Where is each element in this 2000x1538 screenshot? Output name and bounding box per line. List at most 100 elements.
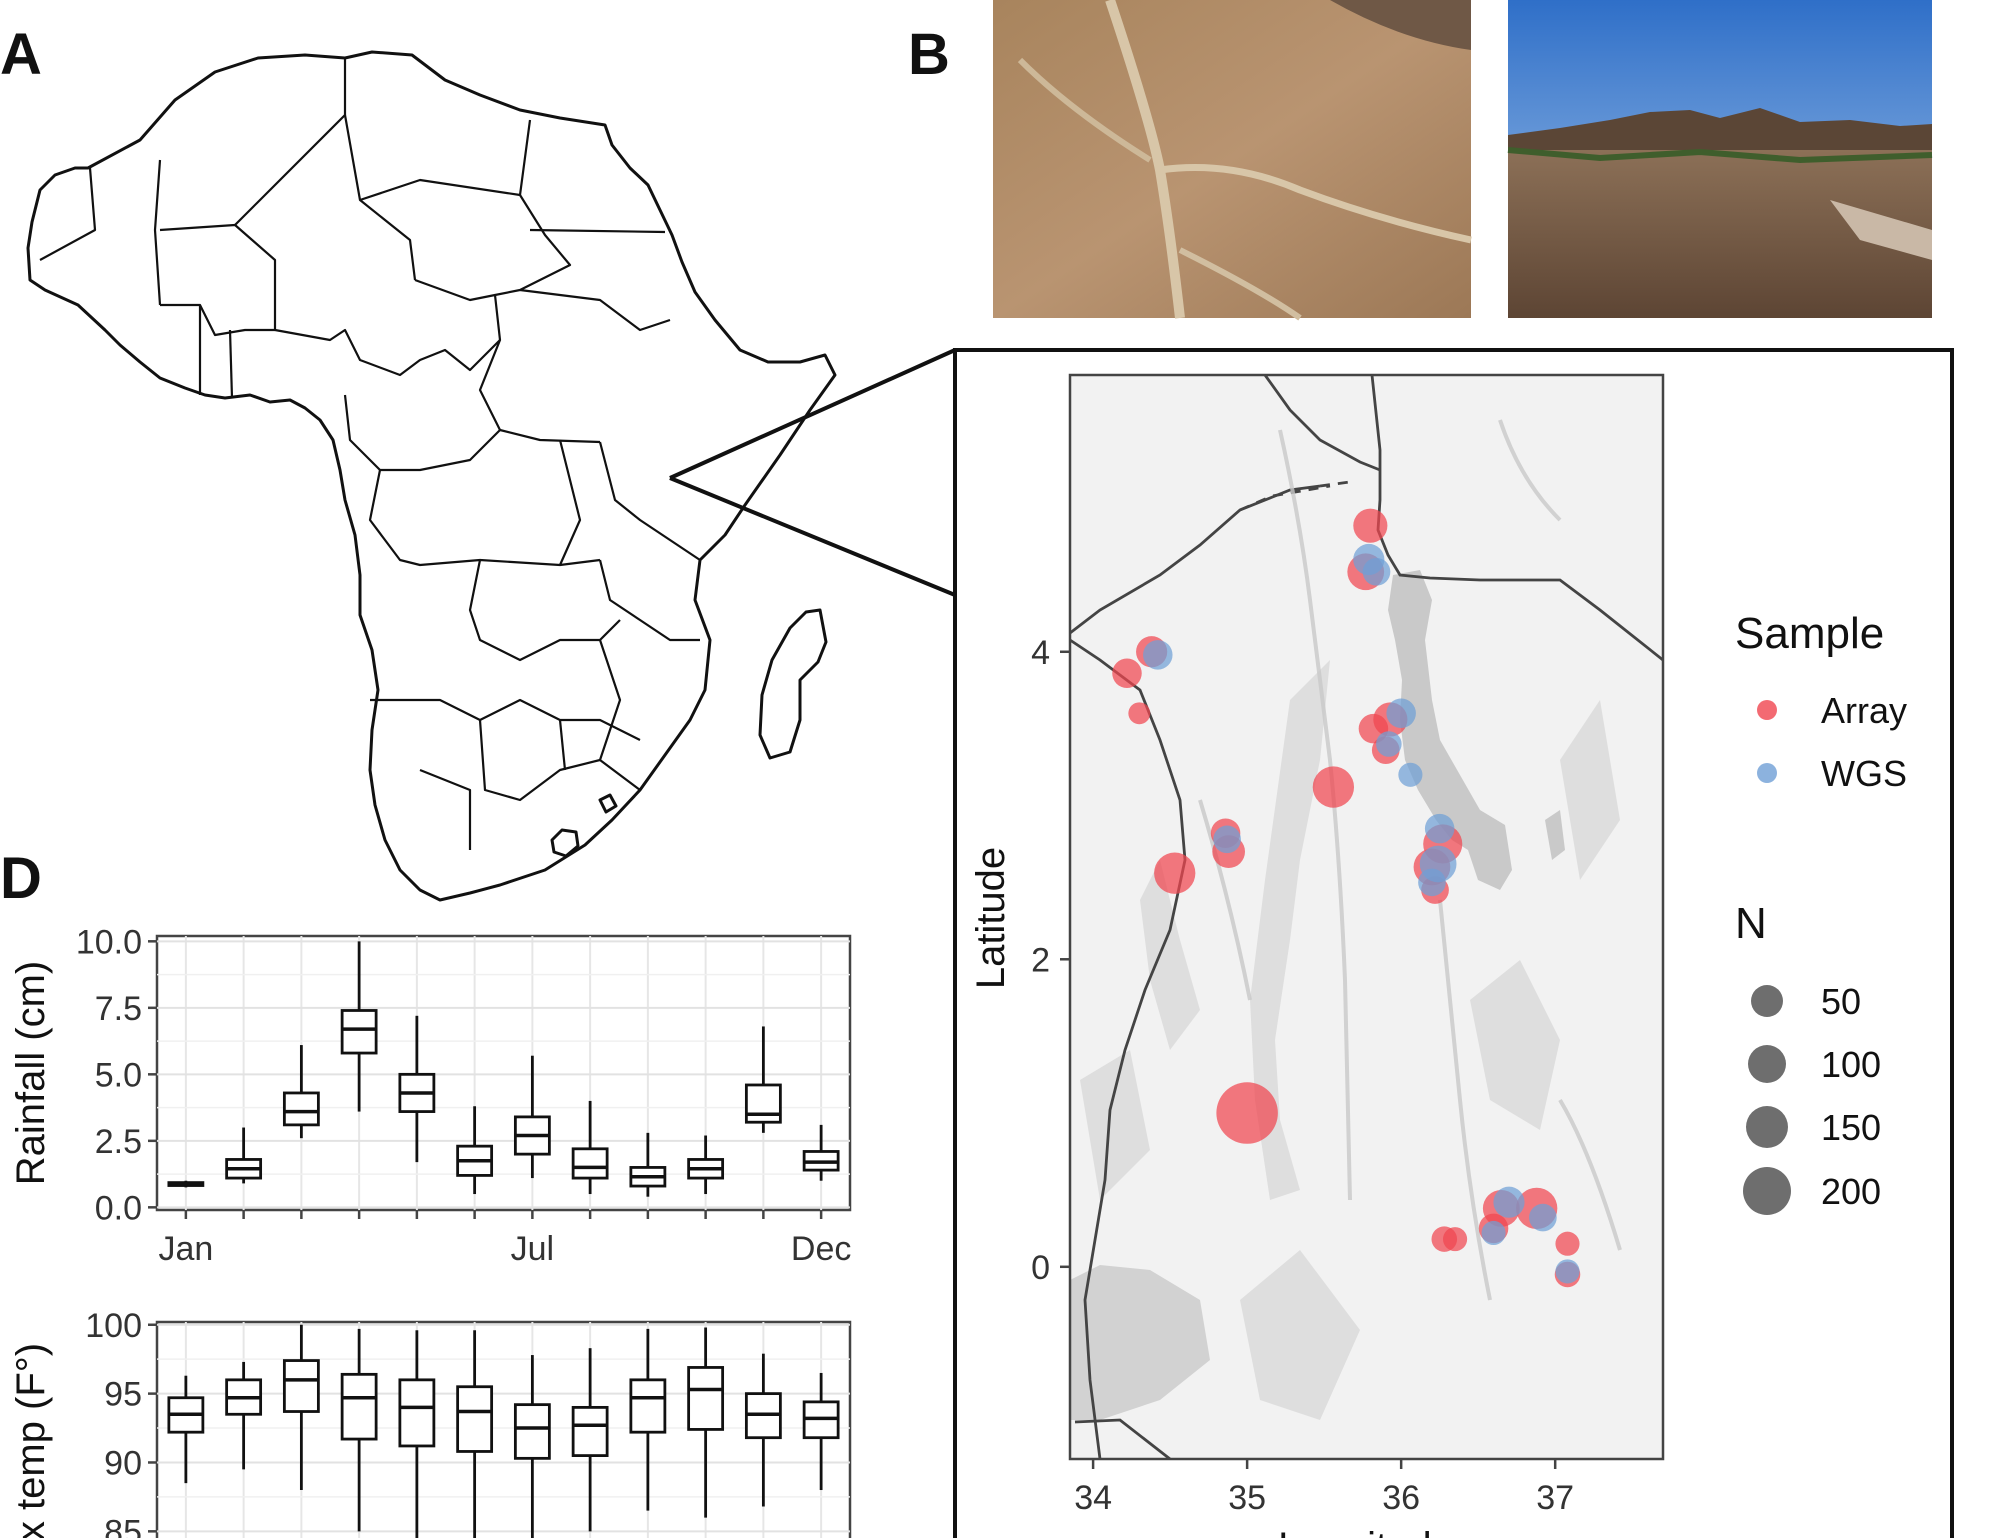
- wgs-sample-point-6: [1398, 762, 1423, 787]
- legend-array-swatch: [1757, 700, 1777, 720]
- x-tick-label-month: Jan: [158, 1230, 213, 1268]
- x-axis-title-longitude: Longitude: [1278, 1525, 1454, 1538]
- iqr-box: [687, 1366, 725, 1431]
- x-tick-label: 36: [1382, 1479, 1420, 1517]
- y-tick-label: 7.5: [95, 990, 142, 1028]
- wgs-sample-point-2: [1362, 557, 1391, 586]
- wgs-sample-point-7: [1213, 825, 1241, 854]
- array-sample-point-5: [1128, 702, 1151, 725]
- sample-points: [1112, 508, 1581, 1288]
- iqr-box: [571, 1147, 609, 1180]
- y-tick-label: 90: [104, 1444, 142, 1482]
- box-month-7: [513, 1055, 551, 1179]
- box-month-8: [571, 1100, 609, 1195]
- rainfall-plot-panel: [155, 934, 852, 1212]
- y-axis-title-temp: x temp (F°): [9, 1343, 53, 1538]
- legend-wgs-label: WGS: [1821, 753, 1907, 794]
- temp-boxes: [167, 1324, 840, 1538]
- wgs-sample-point-4: [1386, 698, 1416, 729]
- box-month-10: [687, 1327, 725, 1518]
- wgs-sample-point-14: [1555, 1259, 1580, 1284]
- legend-wgs-swatch: [1757, 763, 1777, 783]
- box-month-3: [282, 1324, 320, 1491]
- temp-axis-ticks: 85 90 95 100: [85, 1307, 157, 1538]
- map-axis-ticks: 34 35 36 37 0 2 4: [1031, 634, 1574, 1517]
- y-tick-label: 100: [85, 1307, 142, 1345]
- y-tick-label: 2.5: [95, 1123, 142, 1161]
- y-axis-title-latitude: Latitude: [969, 847, 1013, 989]
- map-plot-border: [1068, 373, 1665, 1461]
- wgs-sample-point-5: [1376, 731, 1402, 757]
- array-sample-point-1: [1353, 508, 1388, 543]
- legend-size-150-label: 150: [1821, 1107, 1881, 1148]
- iqr-box: [398, 1378, 436, 1448]
- box-month-3: [282, 1045, 320, 1139]
- y-tick-label: 4: [1031, 634, 1050, 672]
- africa-map: [26, 50, 837, 902]
- zoom-connector: [669, 348, 956, 597]
- array-sample-point-4: [1112, 658, 1142, 689]
- iqr-box: [744, 1083, 782, 1124]
- y-tick-label: 0.0: [95, 1189, 142, 1227]
- legend-size-100-circle: [1748, 1045, 1786, 1083]
- box-month-2: [225, 1127, 263, 1184]
- lake-turkana: [1388, 570, 1512, 890]
- box-month-10: [687, 1135, 725, 1195]
- y-tick-label: 85: [104, 1513, 142, 1538]
- array-sample-point-16: [1216, 1082, 1278, 1144]
- temp-plot-panel: [155, 1320, 852, 1538]
- rainfall-boxes: [167, 941, 840, 1197]
- box-month-12: [802, 1124, 840, 1181]
- wgs-sample-point-12: [1529, 1203, 1557, 1232]
- africa-outline: [26, 50, 837, 902]
- wgs-sample-point-11: [1493, 1186, 1525, 1218]
- box-month-4: [340, 941, 378, 1112]
- madagascar-outline: [758, 608, 828, 760]
- box-month-1: [167, 1375, 205, 1484]
- legend-size-circles: [1743, 985, 1791, 1215]
- box-month-7: [513, 1355, 551, 1538]
- panel-label-b: B: [908, 22, 950, 87]
- wgs-sample-point-13: [1481, 1220, 1506, 1246]
- lake-victoria: [1070, 1265, 1210, 1420]
- lake-baringo: [1545, 810, 1565, 860]
- legend-array-label: Array: [1821, 690, 1907, 731]
- iqr-box: [629, 1378, 667, 1434]
- country-borders: [39, 58, 701, 850]
- x-tick-label: 34: [1074, 1479, 1112, 1517]
- x-tick-label-month: Dec: [791, 1230, 851, 1268]
- y-axis-title-rainfall: Rainfall (cm): [9, 961, 53, 1185]
- box-month-6: [456, 1106, 494, 1195]
- array-sample-point-21: [1443, 1227, 1468, 1252]
- legend-size-50-label: 50: [1821, 981, 1861, 1022]
- wgs-sample-point-3: [1143, 640, 1173, 670]
- box-month-5: [398, 1015, 436, 1163]
- wgs-sample-point-8: [1424, 813, 1455, 844]
- legend-size-150-circle: [1746, 1106, 1788, 1148]
- x-tick-label-month: Jul: [511, 1230, 554, 1268]
- box-month-5: [398, 1330, 436, 1538]
- y-tick-label: 0: [1031, 1249, 1050, 1287]
- y-tick-label: 2: [1031, 941, 1050, 979]
- array-sample-point-22: [1555, 1231, 1580, 1256]
- box-month-9: [629, 1328, 667, 1511]
- box-month-6: [456, 1330, 494, 1538]
- lesotho-outline: [550, 828, 580, 858]
- box-month-8: [571, 1348, 609, 1532]
- panel-label-a: A: [0, 22, 42, 87]
- y-tick-label: 95: [104, 1376, 142, 1414]
- panel-label-d: D: [0, 846, 42, 911]
- array-sample-point-12: [1154, 852, 1196, 894]
- box-month-9: [629, 1132, 667, 1197]
- legend-sample-title: Sample: [1735, 609, 1884, 658]
- legend-size-100-label: 100: [1821, 1044, 1881, 1085]
- x-tick-label: 35: [1228, 1479, 1266, 1517]
- iqr-box: [513, 1403, 551, 1460]
- legend-size-50-circle: [1751, 985, 1783, 1017]
- volcanic-landscape-photo: [1507, 0, 1933, 318]
- array-sample-point-9: [1312, 766, 1355, 808]
- box-month-11: [744, 1353, 782, 1507]
- iqr-box: [571, 1405, 609, 1457]
- legend-n-title: N: [1735, 899, 1767, 948]
- legend-size-200-label: 200: [1821, 1171, 1881, 1212]
